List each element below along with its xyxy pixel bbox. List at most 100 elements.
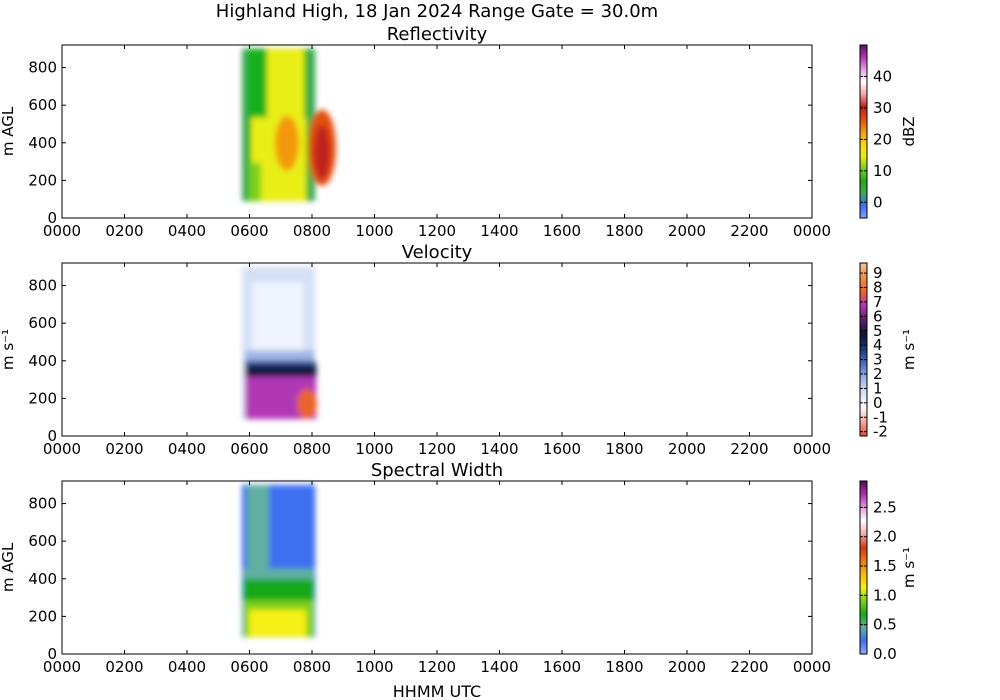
colorbar-tick-label: 0.5: [873, 616, 897, 634]
x-tick-label: 0600: [230, 440, 268, 458]
x-tick-label: 0200: [105, 658, 143, 676]
x-tick-label: 1400: [480, 440, 518, 458]
y-axis-label: m AGL: [0, 542, 17, 592]
colorbar-tick-label: 6: [873, 307, 883, 325]
heatmap-data: [242, 48, 336, 202]
y-tick-label: 600: [28, 314, 57, 332]
x-tick-label: 0200: [105, 222, 143, 240]
heatmap-cell: [247, 484, 269, 577]
colorbar-tick-label: 5: [873, 322, 883, 340]
heatmap-cell: [243, 579, 315, 601]
colorbar-tick-label: 0.0: [873, 645, 897, 663]
x-tick-label: 1200: [418, 222, 456, 240]
figure-title: Highland High, 18 Jan 2024 Range Gate = …: [216, 1, 658, 22]
heatmap-cell: [275, 115, 299, 171]
colorbar: [859, 480, 868, 655]
x-tick-label: 0600: [230, 222, 268, 240]
colorbar-tick-label: 4: [873, 336, 883, 354]
y-axis-label: m s⁻¹: [0, 329, 17, 370]
x-tick-label: 0800: [293, 222, 331, 240]
colorbar: [859, 262, 868, 437]
x-tick-label: 2000: [668, 222, 706, 240]
x-tick-label: 1400: [480, 222, 518, 240]
x-tick-label: 1600: [543, 658, 581, 676]
x-tick-label: 1600: [543, 440, 581, 458]
colorbar-tick-label: -1: [873, 408, 888, 426]
x-tick-label: 1000: [355, 440, 393, 458]
heatmap-cell: [314, 124, 330, 180]
heatmap-cell: [249, 162, 261, 202]
y-tick-label: 600: [28, 532, 57, 550]
x-tick-label: 0000: [793, 222, 831, 240]
x-tick-label: 0000: [43, 222, 81, 240]
x-tick-label: 1800: [605, 658, 643, 676]
colorbar-tick-label: 10: [873, 162, 892, 180]
x-tick-label: 0000: [793, 440, 831, 458]
x-tick-label: 1000: [355, 658, 393, 676]
x-tick-label: 2000: [668, 658, 706, 676]
x-tick-label: 0400: [168, 658, 206, 676]
x-tick-label: 1200: [418, 658, 456, 676]
x-tick-label: 2200: [730, 222, 768, 240]
heatmap-cell: [297, 388, 317, 420]
colorbar-tick-label: 20: [873, 130, 892, 148]
colorbar-tick-label: 30: [873, 99, 892, 117]
colorbar-tick-label: 40: [873, 67, 892, 85]
colorbar-tick-label: 1.5: [873, 557, 897, 575]
y-tick-label: 800: [28, 59, 57, 77]
colorbar-tick-label: 2.5: [873, 498, 897, 516]
x-tick-label: 1800: [605, 222, 643, 240]
x-tick-label: 1200: [418, 440, 456, 458]
colorbar-tick-label: 7: [873, 293, 883, 311]
colorbar-tick-label: 9: [873, 264, 883, 282]
colorbar-tick-label: 1: [873, 379, 883, 397]
heatmap-cell: [249, 609, 307, 638]
x-tick-label: 0400: [168, 440, 206, 458]
y-tick-label: 200: [28, 171, 57, 189]
panel-title: Velocity: [402, 242, 473, 263]
heatmap-data: [242, 484, 316, 638]
colorbar-tick-label: 2: [873, 365, 883, 383]
heatmap-cell: [252, 281, 304, 359]
colorbar-label: m s⁻¹: [900, 547, 918, 588]
y-tick-label: 0: [47, 427, 57, 445]
y-tick-label: 600: [28, 96, 57, 114]
x-tick-label: 0200: [105, 440, 143, 458]
x-tick-label: 2000: [668, 440, 706, 458]
x-tick-label: 0000: [793, 658, 831, 676]
y-tick-label: 200: [28, 607, 57, 625]
x-tick-label: 0800: [293, 440, 331, 458]
y-tick-label: 0: [47, 645, 57, 663]
heatmap-data: [242, 266, 317, 420]
colorbar-tick-label: 3: [873, 351, 883, 369]
colorbar-tick-label: 0: [873, 193, 883, 211]
x-tick-label: 1600: [543, 222, 581, 240]
y-tick-label: 800: [28, 495, 57, 513]
x-tick-label: 0000: [43, 658, 81, 676]
colorbar-tick-label: -2: [873, 423, 888, 441]
y-tick-label: 200: [28, 389, 57, 407]
x-tick-label: 2200: [730, 440, 768, 458]
y-tick-label: 0: [47, 209, 57, 227]
x-tick-label: 0400: [168, 222, 206, 240]
x-tick-label: 0800: [293, 658, 331, 676]
y-axis-label: m AGL: [0, 106, 17, 156]
x-tick-label: 0600: [230, 658, 268, 676]
panel-title: Reflectivity: [387, 24, 488, 45]
heatmap-cell: [245, 367, 317, 377]
colorbar-label: m s⁻¹: [900, 329, 918, 370]
colorbar-label: dBZ: [900, 116, 918, 146]
x-tick-label: 2200: [730, 658, 768, 676]
colorbar-tick-label: 1.0: [873, 586, 897, 604]
x-tick-label: 1400: [480, 658, 518, 676]
y-tick-label: 400: [28, 570, 57, 588]
x-tick-label: 1800: [605, 440, 643, 458]
x-tick-label: 1000: [355, 222, 393, 240]
panel-title: Spectral Width: [371, 460, 503, 481]
